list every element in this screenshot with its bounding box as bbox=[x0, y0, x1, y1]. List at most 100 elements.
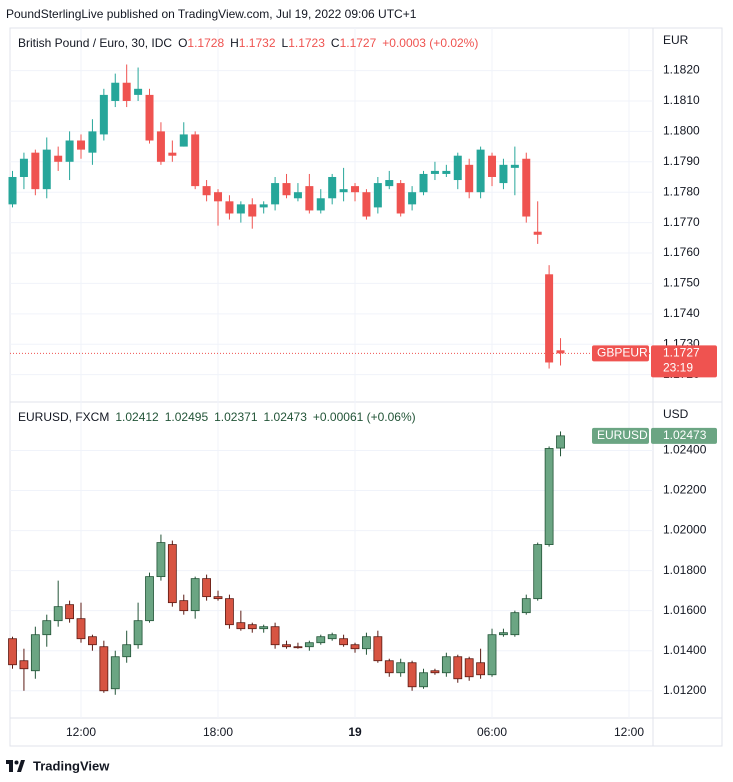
ohlc-value: 1.02495 bbox=[164, 410, 209, 424]
candle-body bbox=[156, 131, 165, 162]
y-tick-label: 1.1740 bbox=[663, 306, 700, 320]
candle-body bbox=[122, 82, 131, 101]
y-tick-label: 1.1780 bbox=[663, 184, 700, 198]
ohlc-value: 1.02412 bbox=[115, 410, 159, 424]
candle-body bbox=[544, 448, 554, 545]
y-tick-label: 1.1790 bbox=[663, 154, 700, 168]
y-tick-label: 1.1810 bbox=[663, 93, 700, 107]
candle-body bbox=[351, 186, 360, 193]
candle-body bbox=[556, 350, 565, 354]
candle-body bbox=[487, 634, 497, 676]
candle-body bbox=[408, 192, 417, 205]
candle-body bbox=[476, 149, 485, 193]
candle-body bbox=[442, 170, 451, 174]
candle-body bbox=[362, 636, 371, 650]
symbol-label: EURUSD bbox=[597, 428, 648, 442]
candle-body bbox=[316, 636, 326, 644]
candle-body bbox=[236, 622, 246, 630]
candle-body bbox=[179, 134, 188, 147]
candle-body bbox=[373, 183, 382, 208]
candle-body bbox=[293, 192, 302, 199]
ohlc-value: 1.1732 bbox=[238, 36, 276, 50]
ohlc-value: 1.1727 bbox=[339, 36, 377, 50]
tradingview-logo bbox=[6, 760, 25, 772]
candle-body bbox=[510, 612, 520, 636]
ohlc-value: 1.02371 bbox=[214, 410, 258, 424]
candle-body bbox=[225, 201, 234, 214]
candle-body bbox=[339, 638, 349, 646]
candle-body bbox=[65, 604, 74, 620]
candle-body bbox=[225, 598, 234, 626]
candle-body bbox=[76, 618, 86, 640]
candle-body bbox=[464, 658, 474, 678]
candle-body bbox=[42, 149, 51, 190]
y-tick-label: 1.1750 bbox=[663, 276, 700, 290]
last-price: 1.02473 bbox=[663, 428, 707, 442]
currency-label: EUR bbox=[663, 33, 689, 47]
candle-body bbox=[133, 620, 143, 646]
candle-body bbox=[488, 155, 497, 177]
y-tick-label: 1.01400 bbox=[663, 643, 707, 657]
candle-body bbox=[88, 636, 97, 646]
candle-body bbox=[122, 644, 132, 658]
candle-body bbox=[499, 632, 508, 636]
candle-body bbox=[304, 642, 314, 648]
candle-body bbox=[556, 435, 565, 449]
candle-body bbox=[145, 576, 154, 622]
x-tick-label: 19 bbox=[348, 725, 362, 739]
y-tick-label: 1.1820 bbox=[663, 63, 700, 77]
candle-body bbox=[476, 662, 486, 676]
symbol-box bbox=[592, 345, 649, 362]
y-tick-label: 1.01200 bbox=[663, 683, 707, 697]
currency-label: USD bbox=[663, 407, 689, 421]
candle-body bbox=[134, 88, 143, 95]
candle-body bbox=[19, 660, 29, 670]
candle-body bbox=[328, 176, 337, 199]
candle-body bbox=[31, 152, 40, 190]
candle-body bbox=[156, 542, 166, 578]
candle-body bbox=[236, 204, 245, 214]
candle-body bbox=[168, 152, 177, 156]
frame bbox=[9, 27, 723, 747]
publisher-line: PoundSterlingLive published on TradingVi… bbox=[6, 7, 417, 21]
candle-body bbox=[419, 672, 428, 688]
candle-body bbox=[88, 131, 97, 153]
change-value: +0.0003 (+0.02%) bbox=[382, 36, 479, 50]
y-tick-label: 1.02000 bbox=[663, 523, 707, 537]
candle-body bbox=[30, 634, 40, 672]
candle-body bbox=[213, 596, 223, 600]
symbol-box bbox=[592, 427, 649, 444]
candle-body bbox=[282, 644, 291, 648]
symbol-title: British Pound / Euro, 30, IDC bbox=[18, 36, 173, 50]
candle-body bbox=[430, 670, 440, 674]
candle-body bbox=[384, 660, 394, 674]
candle-body bbox=[465, 164, 474, 193]
candle-body bbox=[407, 662, 417, 688]
y-tick-label: 1.01800 bbox=[663, 563, 707, 577]
candle-body bbox=[362, 192, 371, 217]
y-tick-label: 1.02400 bbox=[663, 443, 707, 457]
candle-body bbox=[190, 578, 200, 612]
candle-body bbox=[441, 656, 451, 674]
candle-body bbox=[396, 183, 405, 214]
candle-body bbox=[271, 183, 280, 205]
candle-body bbox=[259, 204, 268, 208]
legend-header: British Pound / Euro, 30, IDC O 1.1728 H 1.1… bbox=[18, 36, 484, 50]
candle-body bbox=[248, 204, 257, 217]
x-tick-label: 12:00 bbox=[614, 725, 644, 739]
candle-body bbox=[293, 646, 303, 649]
candle-body bbox=[99, 94, 108, 135]
candle-body bbox=[259, 626, 269, 630]
symbol-label: GBPEUR bbox=[597, 346, 648, 360]
candle-body bbox=[54, 155, 63, 162]
candle-body bbox=[42, 620, 52, 636]
candle-body bbox=[202, 578, 211, 598]
ohlc-label: L bbox=[281, 36, 289, 50]
candle-body bbox=[99, 646, 109, 692]
candle-body bbox=[521, 598, 531, 614]
candle-body bbox=[499, 164, 508, 184]
candle-body bbox=[430, 170, 439, 174]
x-tick-label: 06:00 bbox=[477, 725, 507, 739]
candle-body bbox=[453, 656, 463, 680]
